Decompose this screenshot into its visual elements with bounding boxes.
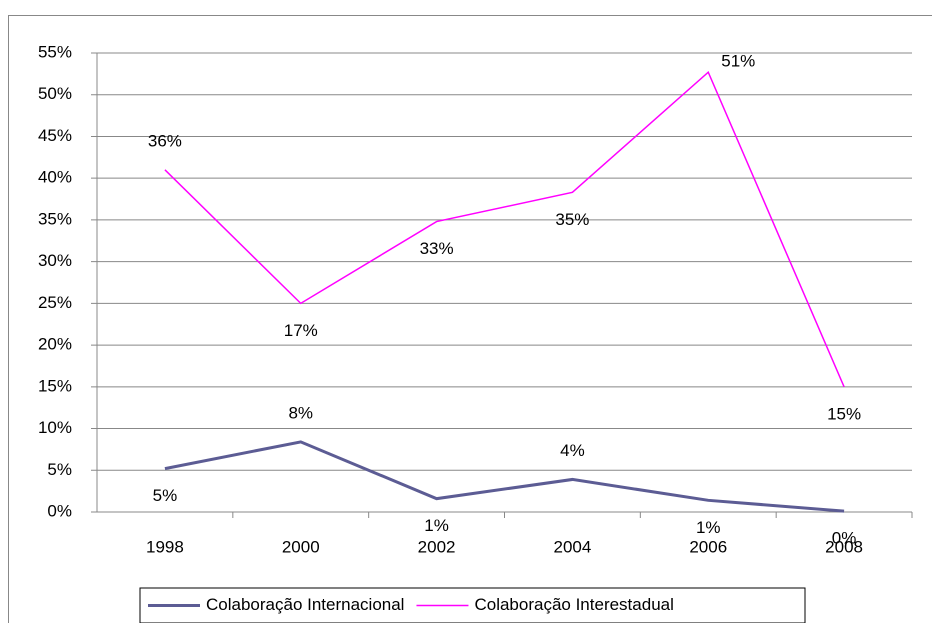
- legend-box: [139, 587, 806, 623]
- legend-label: Colaboração Interestadual: [474, 595, 673, 614]
- legend-label: Colaboração Internacional: [206, 595, 404, 614]
- data-label: 1%: [424, 516, 449, 535]
- x-tick-label: 1998: [146, 537, 184, 556]
- y-tick-label: 10%: [38, 418, 72, 437]
- y-tick-label: 40%: [38, 168, 72, 187]
- x-tick-label: 2000: [282, 537, 320, 556]
- data-label: 51%: [721, 52, 755, 71]
- data-label: 36%: [148, 131, 182, 150]
- data-label: 8%: [288, 403, 313, 422]
- data-label: 4%: [560, 441, 585, 460]
- data-label: 15%: [827, 404, 861, 423]
- y-tick-label: 45%: [38, 126, 72, 145]
- data-label: 35%: [555, 210, 589, 229]
- y-tick-label: 55%: [38, 42, 72, 61]
- y-tick-label: 15%: [38, 376, 72, 395]
- y-tick-label: 35%: [38, 209, 72, 228]
- x-tick-label: 2004: [554, 537, 592, 556]
- data-label: 1%: [696, 518, 721, 537]
- data-label: 5%: [153, 486, 178, 505]
- data-label: 17%: [284, 321, 318, 340]
- y-tick-label: 50%: [38, 84, 72, 103]
- chart-border: [8, 15, 932, 623]
- y-tick-label: 30%: [38, 251, 72, 270]
- data-label: 0%: [832, 529, 857, 548]
- x-tick-label: 2002: [418, 537, 456, 556]
- y-tick-label: 5%: [47, 460, 72, 479]
- legend: Colaboração Internacional Colaboração Int…: [139, 587, 806, 623]
- x-tick-label: 2006: [689, 537, 727, 556]
- data-label: 33%: [420, 239, 454, 258]
- series-line: [164, 440, 845, 513]
- y-tick-label: 0%: [47, 501, 72, 520]
- y-tick-label: 25%: [38, 293, 72, 312]
- x-tick-label: 2008: [825, 537, 863, 556]
- series-line: [164, 70, 845, 388]
- y-tick-label: 20%: [38, 335, 72, 354]
